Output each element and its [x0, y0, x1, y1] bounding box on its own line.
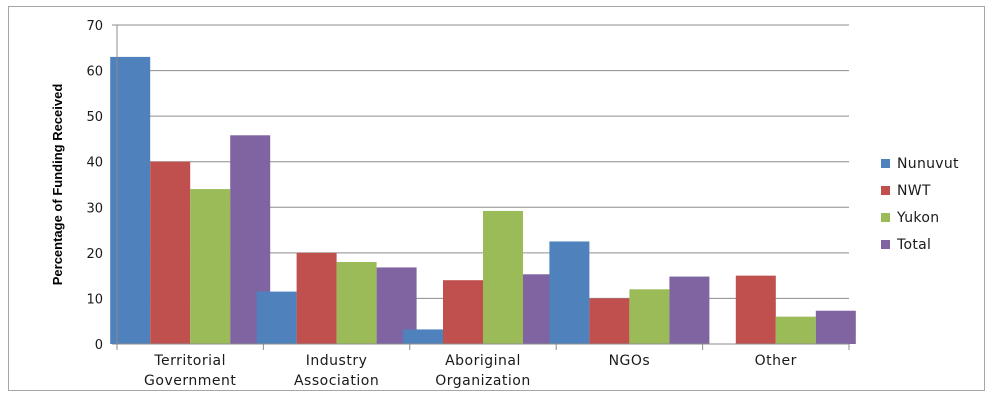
x-category-label: Aboriginal — [445, 353, 521, 369]
bars — [110, 56, 856, 345]
y-axis-label: Percentage of Funding Received — [50, 84, 65, 286]
legend-label-nwt: NWT — [897, 183, 931, 199]
x-category-label: Association — [294, 373, 379, 389]
legend-label-total: Total — [896, 237, 931, 253]
bar-nwt — [150, 161, 191, 344]
legend-swatch-total — [881, 240, 890, 249]
legend-swatch-nwt — [881, 186, 890, 195]
x-category-label: Government — [144, 373, 236, 389]
bar-nunuvut — [549, 241, 590, 344]
bar-total — [669, 276, 710, 344]
y-tick-label: 40 — [86, 156, 103, 171]
bar-chart: 0 10 20 30 40 50 60 70 Territorial Government Ind… — [50, 19, 959, 389]
bar-nwt — [296, 252, 337, 344]
legend-label-yukon: Yukon — [896, 210, 939, 226]
bar-nunuvut — [256, 291, 297, 344]
legend-label-nunuvut: Nunuvut — [897, 156, 959, 172]
y-tick-label: 20 — [86, 247, 103, 262]
x-axis-categories: Territorial Government Industry Association… — [144, 353, 797, 389]
bar-nunuvut — [110, 56, 151, 345]
bar-nwt — [443, 280, 483, 344]
x-category-label: Territorial — [153, 353, 226, 369]
x-category-label: Other — [755, 353, 797, 369]
x-category-label: Organization — [435, 373, 531, 389]
bar-yukon — [629, 289, 670, 344]
y-tick-label: 30 — [86, 201, 103, 216]
bar-nwt — [735, 275, 776, 344]
bar-yukon — [775, 316, 816, 344]
y-tick-label: 10 — [86, 292, 103, 307]
bar-nwt — [589, 298, 630, 344]
bar-yukon — [336, 261, 377, 344]
bar-total — [815, 310, 856, 344]
bar-yukon — [190, 189, 231, 344]
x-category-label: Industry — [306, 353, 368, 369]
y-tick-label: 50 — [86, 110, 103, 125]
bar-nunuvut — [403, 329, 443, 344]
legend-swatch-nunuvut — [881, 159, 890, 168]
y-tick-label: 60 — [86, 65, 103, 80]
y-tick-label: 70 — [86, 19, 103, 34]
legend: Nunuvut NWT Yukon Total — [881, 156, 959, 253]
legend-swatch-yukon — [881, 213, 890, 222]
axes — [116, 25, 850, 350]
y-axis-ticks: 0 10 20 30 40 50 60 70 — [86, 19, 117, 353]
y-tick-label: 0 — [95, 338, 103, 353]
bar-yukon — [483, 210, 523, 344]
x-category-label: NGOs — [609, 353, 651, 369]
chart-frame: 0 10 20 30 40 50 60 70 Territorial Government Ind… — [8, 6, 985, 391]
